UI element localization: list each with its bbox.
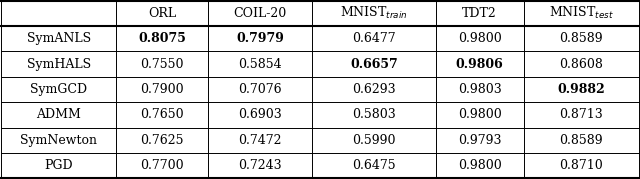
Text: 0.9800: 0.9800 xyxy=(458,32,502,45)
Text: 0.9793: 0.9793 xyxy=(458,134,501,147)
Text: 0.6477: 0.6477 xyxy=(352,32,396,45)
Text: ADMM: ADMM xyxy=(36,108,81,121)
Text: 0.5854: 0.5854 xyxy=(238,58,282,71)
Text: 0.6293: 0.6293 xyxy=(352,83,396,96)
Text: ORL: ORL xyxy=(148,7,177,20)
Text: 0.7625: 0.7625 xyxy=(141,134,184,147)
Text: 0.9803: 0.9803 xyxy=(458,83,502,96)
Text: TDT2: TDT2 xyxy=(462,7,497,20)
Text: 0.8589: 0.8589 xyxy=(559,32,604,45)
Text: 0.8075: 0.8075 xyxy=(138,32,186,45)
Text: 0.8713: 0.8713 xyxy=(559,108,604,121)
Text: PGD: PGD xyxy=(44,159,73,172)
Text: 0.5803: 0.5803 xyxy=(352,108,396,121)
Text: 0.7076: 0.7076 xyxy=(238,83,282,96)
Text: SymANLS: SymANLS xyxy=(26,32,91,45)
Text: 0.8608: 0.8608 xyxy=(559,58,604,71)
Text: 0.6475: 0.6475 xyxy=(352,159,396,172)
Text: SymNewton: SymNewton xyxy=(20,134,97,147)
Text: 0.8710: 0.8710 xyxy=(559,159,604,172)
Text: SymHALS: SymHALS xyxy=(26,58,91,71)
Text: 0.7650: 0.7650 xyxy=(141,108,184,121)
Text: 0.7979: 0.7979 xyxy=(236,32,284,45)
Text: COIL-20: COIL-20 xyxy=(234,7,287,20)
Text: 0.6903: 0.6903 xyxy=(238,108,282,121)
Text: SymGCD: SymGCD xyxy=(30,83,87,96)
Text: 0.5990: 0.5990 xyxy=(352,134,396,147)
Text: MNIST$_{test}$: MNIST$_{test}$ xyxy=(549,5,614,21)
Text: 0.7700: 0.7700 xyxy=(141,159,184,172)
Text: 0.7900: 0.7900 xyxy=(141,83,184,96)
Text: 0.9800: 0.9800 xyxy=(458,108,502,121)
Text: 0.6657: 0.6657 xyxy=(350,58,397,71)
Text: 0.7550: 0.7550 xyxy=(141,58,184,71)
Text: 0.9806: 0.9806 xyxy=(456,58,504,71)
Text: 0.7472: 0.7472 xyxy=(238,134,282,147)
Text: 0.9800: 0.9800 xyxy=(458,159,502,172)
Text: 0.8589: 0.8589 xyxy=(559,134,604,147)
Text: MNIST$_{train}$: MNIST$_{train}$ xyxy=(340,5,408,21)
Text: 0.7243: 0.7243 xyxy=(238,159,282,172)
Text: 0.9882: 0.9882 xyxy=(557,83,605,96)
